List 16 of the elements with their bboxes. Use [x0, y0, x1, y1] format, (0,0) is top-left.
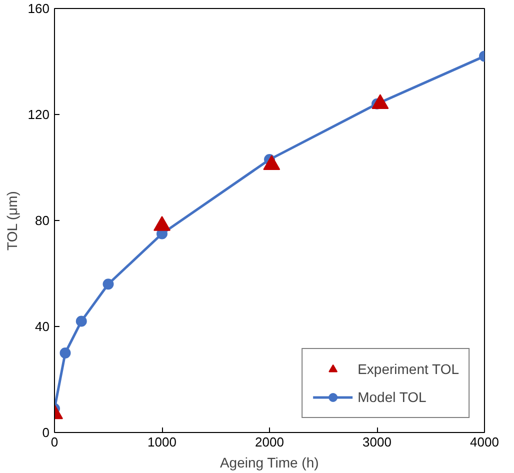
x-tick-label: 2000 — [255, 434, 284, 450]
y-tick-label: 0 — [42, 425, 50, 440]
x-axis-title: Ageing Time (h) — [220, 454, 319, 470]
y-tick-label: 80 — [35, 213, 50, 228]
y-axis-title: TOL (μm) — [4, 191, 20, 250]
point — [60, 348, 71, 358]
legend-label: Experiment TOL — [358, 361, 459, 377]
x-tick-label: 3000 — [362, 434, 392, 450]
x-tick-label: 4000 — [470, 434, 499, 450]
point — [102, 278, 114, 290]
y-tick-label: 160 — [28, 1, 50, 16]
x-tick-label: 1000 — [148, 434, 176, 450]
y-tick-label: 120 — [28, 107, 50, 122]
point — [76, 316, 87, 327]
legend-label: Model TOL — [358, 389, 426, 405]
y-tick-label: 40 — [35, 319, 50, 334]
